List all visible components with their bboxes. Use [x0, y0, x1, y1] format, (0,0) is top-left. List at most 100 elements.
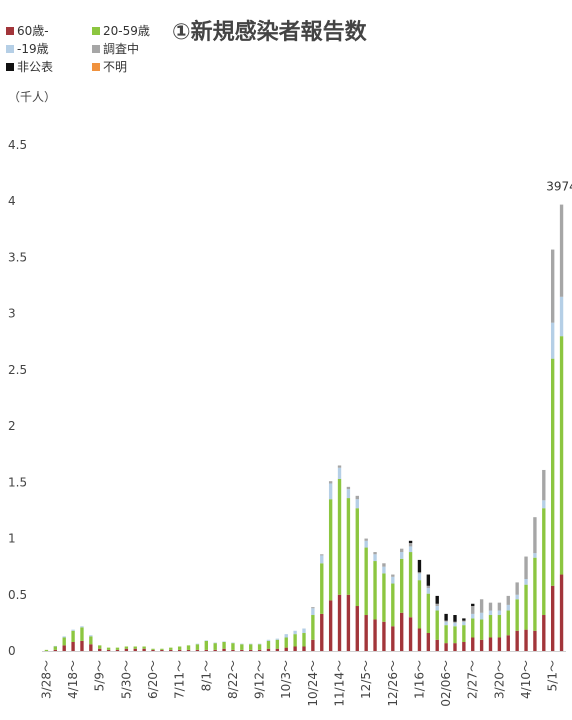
bar-segment [400, 548, 404, 553]
bar-segment [257, 643, 262, 645]
bar-segment [275, 648, 280, 651]
bar-segment [373, 619, 377, 651]
bar-segment [462, 625, 466, 643]
y-tick-label: 0.5 [8, 588, 27, 602]
bar-segment [115, 647, 120, 650]
bar-segment [124, 646, 129, 649]
bar-segment [71, 642, 75, 651]
bar-segment [80, 640, 84, 651]
bar-segment [204, 649, 208, 651]
bar-segment [355, 499, 359, 509]
bar-segment [435, 639, 439, 651]
bar-segment [302, 633, 306, 647]
bar-segment [133, 646, 137, 649]
bar-segment [559, 204, 564, 297]
y-tick-label: 1 [8, 532, 16, 546]
bar-segment [479, 612, 484, 620]
bar-segment [275, 639, 280, 649]
peak-annotation-label: 3974 [546, 180, 572, 194]
bar-segment [89, 644, 93, 651]
bar-segment [417, 580, 422, 629]
bar-segment [328, 499, 333, 601]
bar-segment [328, 600, 333, 651]
bar-segment [62, 645, 66, 651]
bar-segment [142, 648, 146, 651]
legend-swatch-20-59 [92, 27, 100, 35]
bar-segment [471, 603, 475, 607]
bar-segment [550, 249, 555, 323]
bar-segment [471, 637, 475, 651]
bar-segment [355, 495, 359, 500]
bar-segment [533, 517, 537, 554]
y-tick-label: 0 [8, 644, 16, 658]
bar-segment [373, 554, 377, 562]
bar-segment [417, 573, 422, 581]
bar-segment [160, 648, 164, 650]
bar-segment [240, 643, 244, 645]
x-tick-label: 4/10～ [519, 660, 533, 699]
bar-segment [550, 585, 555, 651]
bar-segment [453, 626, 457, 644]
bar-segment [257, 644, 262, 650]
bar-segment [497, 615, 502, 638]
bar-segment [462, 620, 466, 622]
bar-segment [249, 643, 253, 645]
bar-segment [382, 566, 386, 574]
bar-segment [435, 603, 439, 607]
bar-segment [382, 621, 386, 651]
y-tick-label: 2.5 [8, 363, 27, 377]
legend-item-20-59: 20-59歳 [92, 24, 150, 39]
bar-segment [195, 649, 200, 651]
bar-segment [462, 618, 466, 621]
bar-segment [559, 336, 564, 575]
bar-segment [311, 639, 315, 651]
bar-segment [186, 649, 191, 651]
bar-segment [293, 646, 297, 651]
bar-segment [53, 645, 57, 647]
bar-segment [408, 543, 413, 547]
bar-segment [453, 621, 457, 623]
bar-segment [222, 641, 226, 642]
bar-segment [124, 648, 129, 651]
x-tick-label: 10/3～ [279, 660, 293, 699]
legend-label-under-19: -19歳 [17, 42, 49, 56]
bar-segment [142, 646, 146, 649]
bar-segment [417, 628, 422, 651]
bar-segment [311, 608, 315, 616]
bar-segment [106, 649, 111, 651]
x-tick-label: 5/30～ [119, 660, 133, 699]
bar-segment [435, 610, 439, 640]
bar-segment [471, 613, 475, 619]
bar-segment [444, 621, 448, 626]
legend-label-60-plus: 60歳- [17, 24, 49, 38]
legend-swatch-undisclosed [6, 63, 14, 71]
x-tick-label: 3/28～ [39, 660, 53, 699]
bar-segment [373, 552, 377, 555]
legend-swatch-60-plus [6, 27, 14, 35]
bar-segment [160, 649, 164, 651]
legend-swatch-unknown [92, 63, 100, 71]
bar-segment [479, 619, 484, 640]
bar-segment [302, 646, 306, 651]
bar-segment [453, 643, 457, 651]
x-tick-label: 7/11～ [173, 660, 187, 699]
bar-segment [524, 579, 528, 585]
bar-segment [497, 602, 502, 611]
bar-segment [302, 628, 306, 634]
bar-segment [266, 640, 271, 649]
bar-segment [364, 538, 368, 541]
bar-segment [320, 554, 324, 556]
bar-segment [80, 626, 84, 628]
bar-segment [453, 615, 457, 622]
legend-swatch-under-investigation [92, 45, 100, 53]
bar-segment [231, 642, 235, 644]
bar-segment [151, 648, 155, 650]
x-tick-label: 5/9～ [93, 660, 107, 691]
bar-segment [488, 602, 493, 611]
bar-segment [284, 637, 288, 648]
bar-segment [53, 646, 57, 650]
bar-segment [62, 636, 66, 638]
bar-segment [284, 647, 288, 651]
bar-segment [177, 646, 182, 650]
bar-segment [506, 610, 510, 636]
